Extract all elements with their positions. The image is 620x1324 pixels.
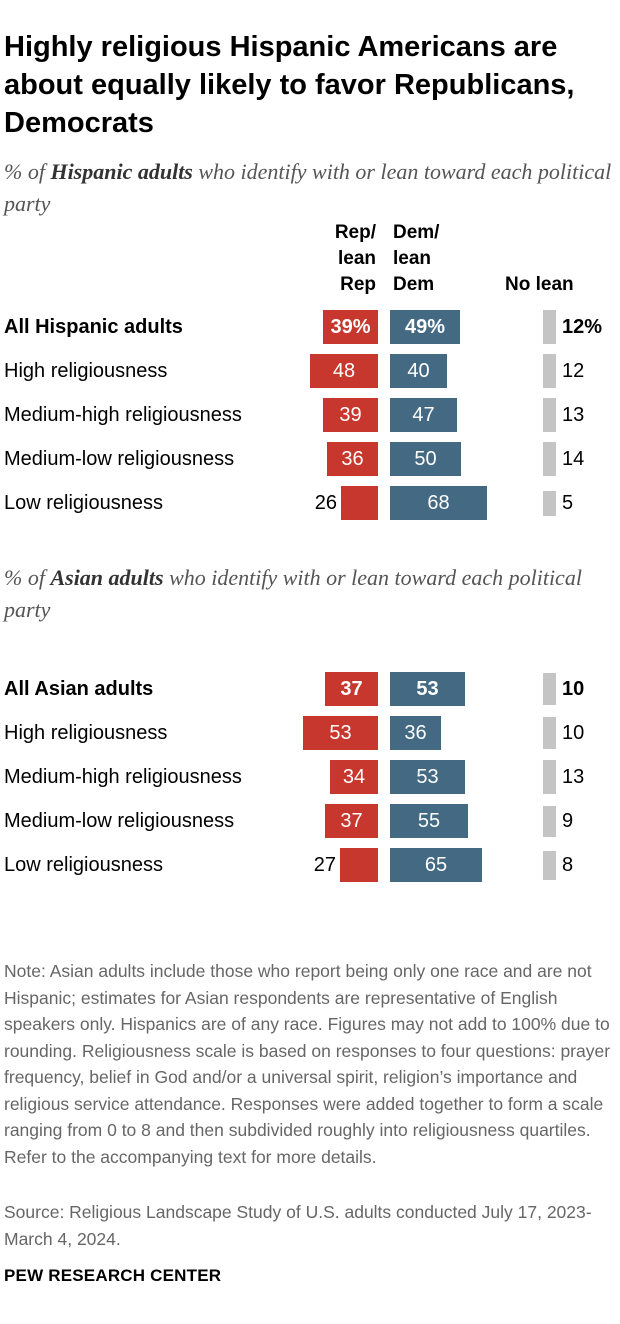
no-lean-bar: [543, 310, 556, 344]
dem-bar: [390, 310, 460, 344]
no-lean-bar: [543, 673, 556, 705]
no-lean-value-label: 8: [562, 854, 574, 876]
dem-value-label: 40: [407, 360, 430, 382]
subtitle-suffix: who identify with or lean toward each po…: [4, 565, 582, 622]
column-header-dem: Dem/ lean Dem: [393, 220, 463, 298]
rep-bar: [323, 310, 378, 344]
rep-value-label: 37: [340, 810, 363, 832]
rep-bar: [340, 848, 378, 882]
dem-bar: [390, 486, 487, 520]
dem-value-label: 53: [416, 766, 439, 788]
rep-value-label: 53: [329, 722, 352, 744]
dem-value-label: 36: [404, 722, 427, 744]
column-header-no-lean: No lean: [505, 274, 574, 295]
no-lean-value-label: 12%: [562, 316, 603, 338]
no-lean-bar: [543, 354, 556, 388]
column-header-dem-line: Dem/: [393, 222, 440, 243]
chart-note: Note: Asian adults include those who rep…: [4, 961, 611, 1167]
rep-bar: [325, 804, 378, 838]
row-label: Medium-low religiousness: [4, 448, 235, 470]
row-label: All Asian adults: [4, 678, 154, 700]
dem-bar: [390, 354, 447, 388]
brand-logo-text: PEW RESEARCH CENTER: [4, 1266, 222, 1285]
dem-bar: [390, 716, 441, 750]
rep-value-label: 39%: [330, 316, 371, 338]
panel-subtitle-hispanic: % of Hispanic adults who identify with o…: [4, 156, 616, 220]
row-label: Medium-high religiousness: [4, 766, 242, 788]
no-lean-value-label: 10: [562, 678, 585, 700]
no-lean-bar: [543, 398, 556, 432]
rep-value-label: 34: [342, 766, 366, 788]
rep-bar: [327, 442, 378, 476]
no-lean-value-label: 14: [562, 448, 585, 470]
column-header-rep-line: Rep/: [334, 222, 376, 243]
dem-bar: [390, 398, 457, 432]
rep-bar: [325, 672, 378, 706]
subtitle-suffix: who identify with or lean toward each po…: [4, 159, 612, 216]
no-lean-bar: [543, 760, 556, 794]
subtitle-prefix: % of: [4, 565, 51, 590]
row-label: Medium-high religiousness: [4, 404, 242, 426]
row-label: High religiousness: [4, 360, 168, 382]
dem-bar: [390, 848, 482, 882]
no-lean-value-label: 10: [562, 722, 585, 744]
no-lean-bar: [543, 850, 556, 880]
chart-title: Highly religious Hispanic Americans are …: [4, 31, 575, 139]
column-header-rep-line: Rep: [340, 274, 376, 295]
no-lean-value-label: 12: [562, 360, 585, 382]
rep-bar: [303, 716, 378, 750]
rep-value-label: 37: [340, 678, 363, 700]
row-label: High religiousness: [4, 722, 168, 744]
dem-value-label: 50: [414, 448, 437, 470]
dem-bar: [390, 442, 461, 476]
dem-value-label: 47: [412, 404, 435, 426]
rep-value-label: 27: [313, 854, 336, 876]
subtitle-prefix: % of: [4, 159, 51, 184]
no-lean-bar: [543, 490, 556, 516]
rep-bar: [341, 486, 378, 520]
row-label: All Hispanic adults: [4, 316, 183, 338]
no-lean-bar: [543, 805, 556, 837]
dem-value-label: 65: [424, 854, 448, 876]
row-label: Low religiousness: [4, 854, 163, 876]
dem-value-label: 49%: [404, 316, 446, 338]
rep-value-label: 36: [341, 448, 364, 470]
row-label: Low religiousness: [4, 492, 163, 514]
row-label: Medium-low religiousness: [4, 810, 235, 832]
subtitle-emphasis: Asian adults: [50, 565, 164, 590]
panel-subtitle-asian: % of Asian adults who identify with or l…: [4, 562, 616, 626]
column-header-rep: Rep/ lean Rep: [318, 220, 376, 298]
subtitle-emphasis: Hispanic adults: [50, 159, 193, 184]
rep-value-label: 39: [339, 404, 362, 426]
column-header-dem-line: Dem: [393, 274, 435, 295]
rep-bar: [330, 760, 378, 794]
dem-value-label: 55: [417, 810, 441, 832]
dem-bar: [390, 804, 468, 838]
dem-value-label: 68: [427, 492, 450, 514]
no-lean-value-label: 13: [562, 404, 585, 426]
column-header-rep-line: lean: [337, 248, 376, 269]
dem-bar: [390, 760, 465, 794]
dem-value-label: 53: [416, 678, 439, 700]
no-lean-bar: [543, 717, 556, 749]
column-header-dem-line: lean: [393, 248, 432, 269]
rep-bar: [310, 354, 378, 388]
no-lean-value-label: 13: [562, 766, 585, 788]
rep-value-label: 48: [332, 360, 356, 382]
chart-source: Source: Religious Landscape Study of U.S…: [4, 1202, 592, 1249]
rep-bar: [323, 398, 378, 432]
no-lean-bar: [543, 442, 556, 476]
no-lean-value-label: 9: [562, 810, 574, 832]
no-lean-value-label: 5: [562, 492, 574, 514]
dem-bar: [390, 672, 465, 706]
rep-value-label: 26: [314, 492, 337, 514]
